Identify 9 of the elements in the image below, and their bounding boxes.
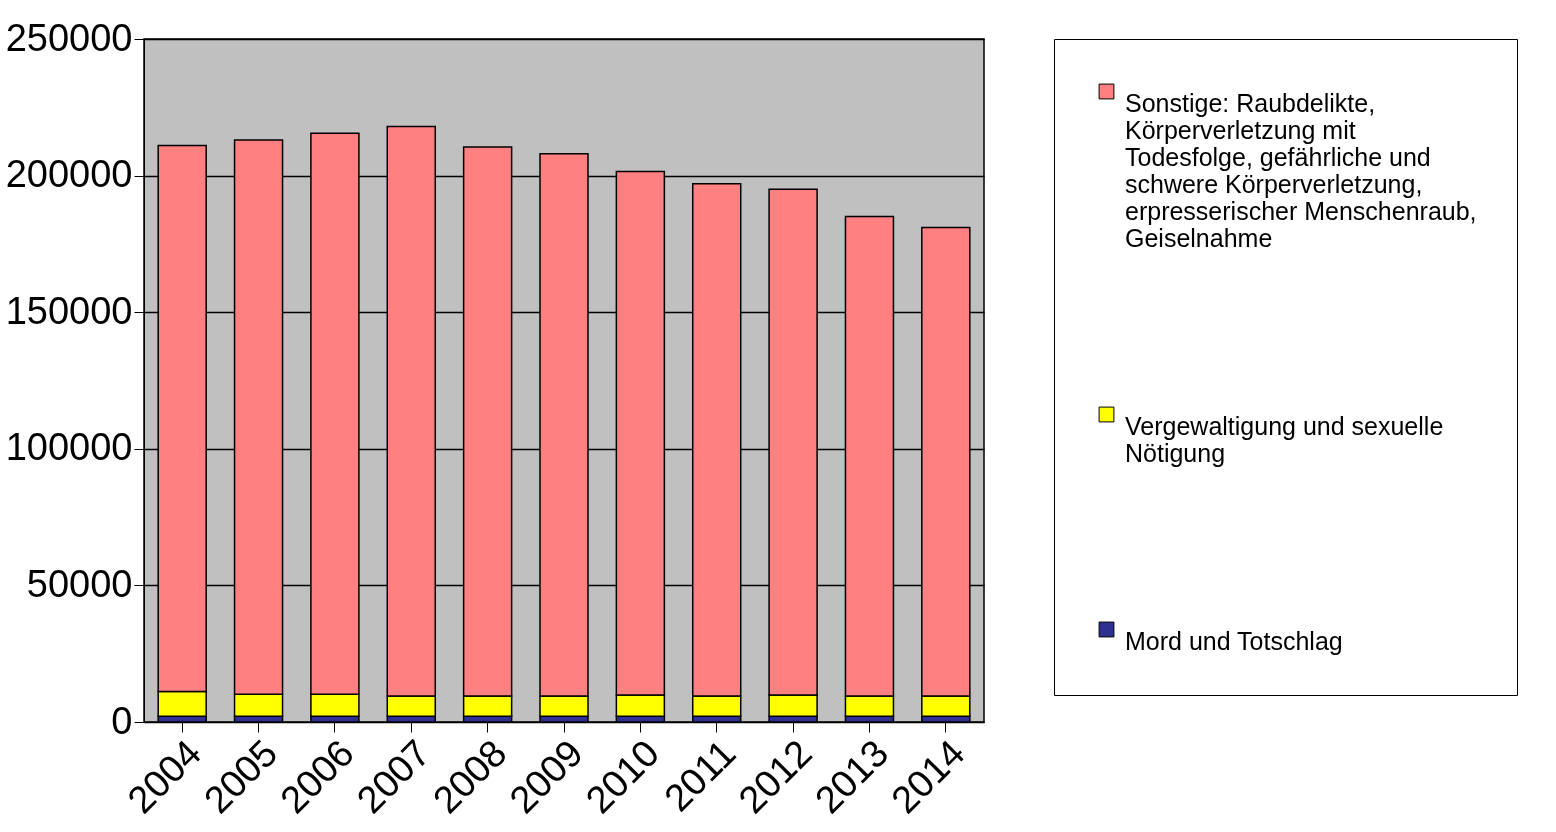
legend-label: Mord und Totschlag (1125, 626, 1343, 655)
y-tick-label: 100000 (5, 426, 133, 469)
legend-label: Vergewaltigung und sexuelle Nötigung (1125, 411, 1444, 467)
y-tick-label: 150000 (5, 289, 133, 332)
y-tick-label: 50000 (26, 562, 133, 605)
y-tick-label: 250000 (5, 16, 133, 59)
legend-label: Sonstige: Raubdelikte, Körperverletzung mit Todesfolge, gefährliche und schwere Körperverletzung, erpresserischer Menschenraub, Geiselnahme (1125, 88, 1477, 252)
y-tick-label: 200000 (5, 153, 133, 196)
y-tick-label: 0 (111, 699, 133, 742)
